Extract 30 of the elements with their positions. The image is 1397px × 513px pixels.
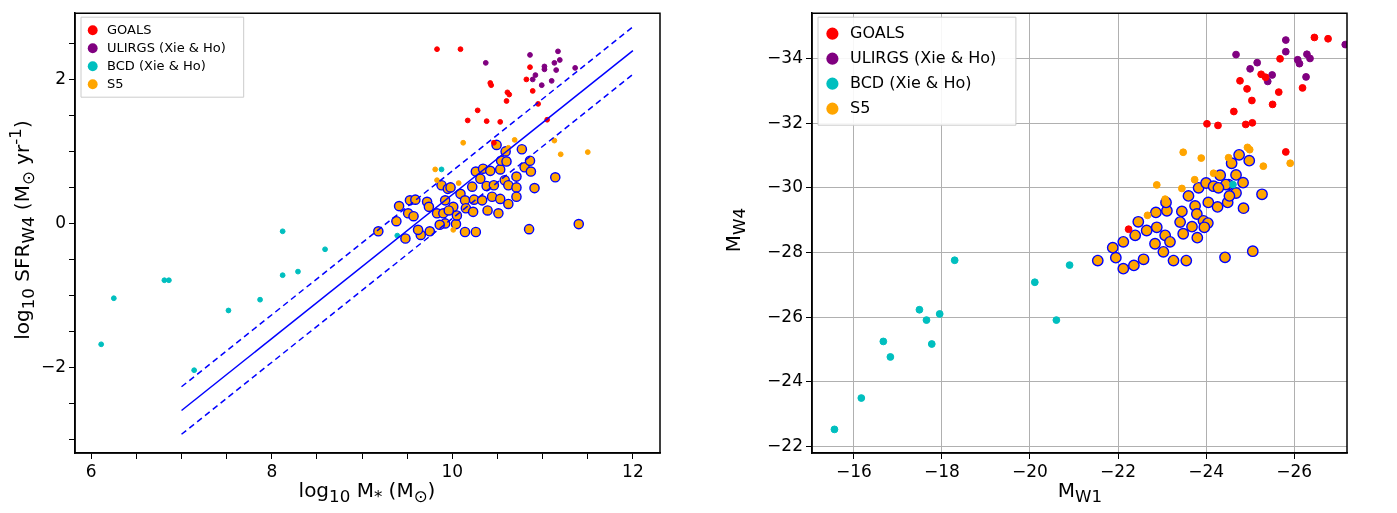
y-tick-label: −34 <box>767 46 803 67</box>
x-tick-label: −18 <box>923 460 960 481</box>
y-tick-label: −22 <box>767 434 803 455</box>
y-tick-label: 0 <box>55 211 66 232</box>
legend-label: ULIRGS (Xie & Ho) <box>107 39 226 55</box>
x-tick-label: −22 <box>1100 460 1136 481</box>
x-tick-label: 8 <box>266 460 278 481</box>
legend-label: S5 <box>107 75 124 91</box>
y-tick-label: 2 <box>55 67 66 88</box>
x-axis-title: log$_{10}$ M$_{*}$ (M$_{⊙}$) <box>298 478 436 506</box>
legend-label: BCD (Xie & Ho) <box>107 57 206 73</box>
x-tick-label: 6 <box>85 460 97 481</box>
y-tick-label: −2 <box>40 355 66 376</box>
y-tick-label: −26 <box>767 305 803 326</box>
legend-label: GOALS <box>107 21 152 37</box>
y-tick-label: −30 <box>767 176 803 197</box>
x-tick-label: −24 <box>1188 460 1225 481</box>
y-tick-label: −32 <box>767 111 803 132</box>
x-tick-label: 12 <box>622 460 644 481</box>
legend-label: ULIRGS (Xie & Ho) <box>850 47 997 67</box>
x-tick-label: −16 <box>835 460 872 481</box>
y-tick-label: −24 <box>767 370 803 391</box>
x-axis-title: M$_{W1}$ <box>1057 478 1103 506</box>
x-tick-label: −26 <box>1276 460 1313 481</box>
x-tick-label: 10 <box>441 460 464 481</box>
x-tick-label: −20 <box>1012 460 1048 481</box>
legend-label: GOALS <box>850 22 905 42</box>
legend-label: BCD (Xie & Ho) <box>850 72 972 92</box>
legend-label: S5 <box>850 97 871 117</box>
y-tick-label: −28 <box>767 240 803 261</box>
